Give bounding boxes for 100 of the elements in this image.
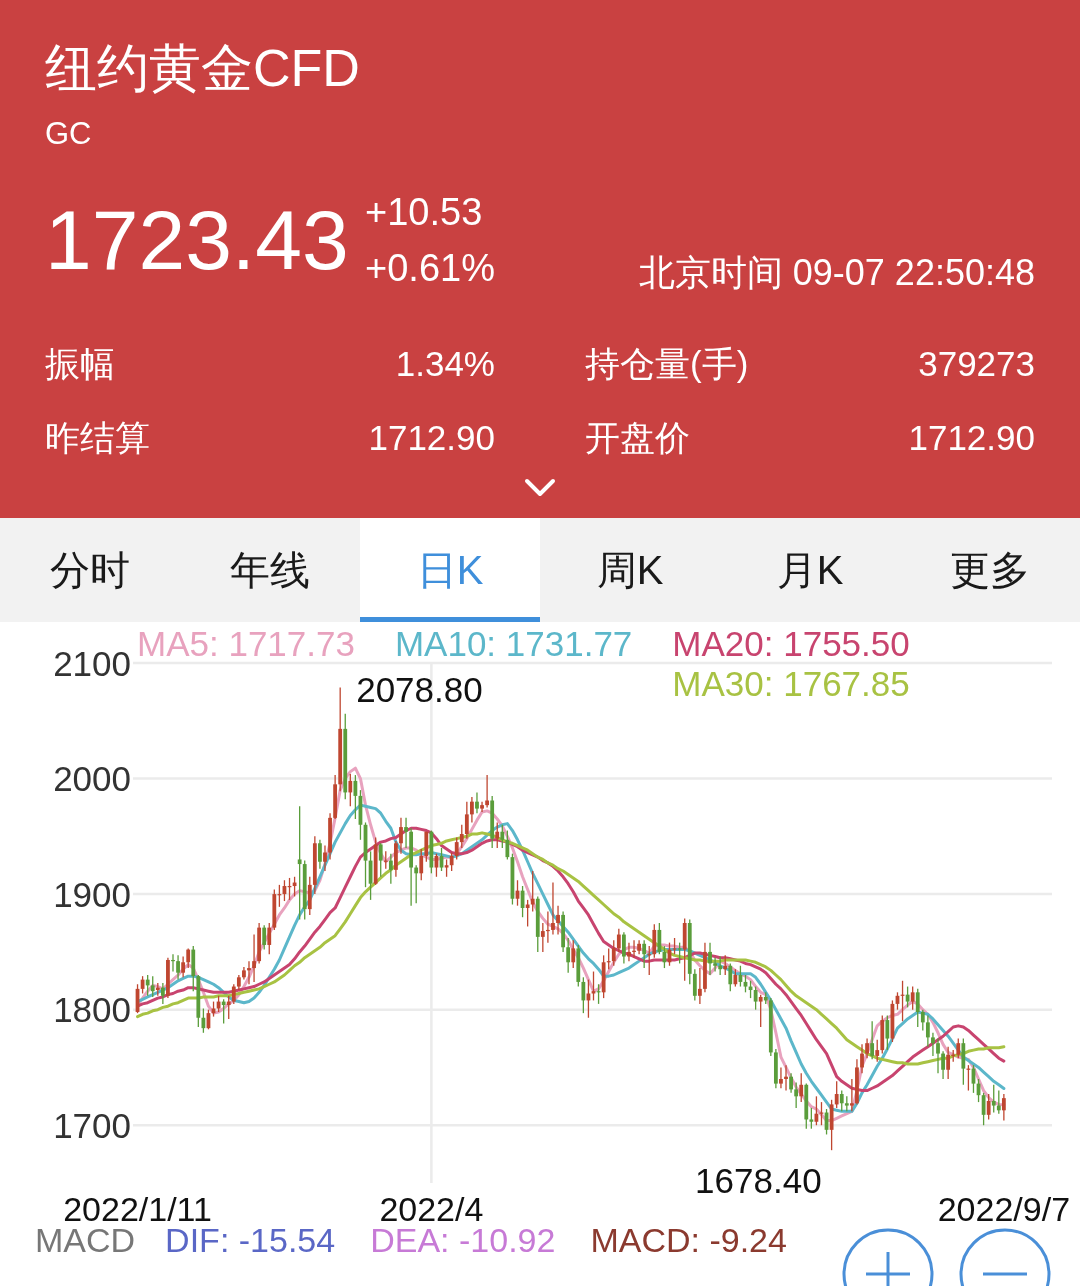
candlestick — [936, 1037, 940, 1074]
text: 北京时间 09-07 22:50:48 — [638, 251, 1035, 293]
candlestick — [378, 842, 383, 878]
candlestick — [708, 941, 712, 976]
candlestick — [404, 817, 408, 849]
tab: 分时 — [0, 518, 180, 622]
tab: 周K — [540, 518, 720, 622]
candlestick — [348, 773, 353, 807]
candlestick — [910, 985, 915, 1011]
text: 379273 — [918, 343, 1035, 383]
text: 1712.90 — [368, 417, 495, 457]
candlestick — [779, 1066, 783, 1089]
candlestick — [946, 1045, 951, 1080]
candlestick — [758, 993, 763, 1028]
candlestick — [160, 982, 165, 1005]
candlestick — [150, 975, 155, 998]
candlestick — [753, 985, 758, 1011]
candlestick — [525, 899, 530, 928]
candlestick — [399, 817, 403, 855]
candlestick — [697, 967, 702, 1005]
candlestick — [318, 839, 322, 870]
tab: 更多 — [900, 518, 1080, 622]
candlestick — [875, 1039, 880, 1063]
candlestick — [500, 824, 505, 849]
text: 开盘价 — [585, 417, 690, 457]
candlestick — [728, 962, 733, 992]
candlestick — [713, 957, 717, 973]
candlestick — [799, 1072, 804, 1103]
candlestick — [622, 931, 626, 965]
candlestick — [459, 824, 464, 849]
candlestick — [809, 1107, 814, 1130]
candlestick — [611, 939, 616, 967]
candlestick — [414, 864, 419, 905]
candlestick — [723, 954, 728, 976]
text: 振幅 — [45, 343, 115, 383]
candlestick — [915, 988, 920, 1028]
candlestick — [920, 1009, 925, 1032]
candlestick — [849, 1078, 854, 1113]
tab: 年线 — [180, 518, 360, 622]
candlestick — [839, 1089, 844, 1113]
text: MACD: -9.24 — [590, 1221, 787, 1259]
x-tick-label: 2022/9/7 — [937, 1190, 1071, 1228]
text: +0.61% — [365, 247, 495, 289]
candlestick — [692, 968, 697, 1002]
candlestick — [323, 844, 327, 872]
candlestick — [470, 796, 474, 824]
candlestick — [464, 801, 469, 840]
candlestick — [252, 933, 256, 983]
candlestick — [221, 998, 226, 1025]
candlestick — [540, 922, 545, 953]
candlestick — [991, 1084, 996, 1114]
candlestick — [789, 1072, 793, 1094]
candlestick — [616, 928, 621, 953]
y-tick-label: 2100 — [53, 643, 131, 683]
candlestick — [181, 955, 186, 978]
y-tick-label: 1700 — [53, 1105, 131, 1145]
text: MA10: 1731.77 — [394, 623, 633, 663]
candlestick — [530, 870, 535, 913]
candlestick — [551, 881, 555, 936]
candlestick — [931, 1032, 935, 1057]
candlestick — [475, 791, 479, 814]
candlestick — [145, 974, 150, 997]
y-tick-label: 2000 — [53, 759, 131, 799]
candlestick — [454, 836, 459, 861]
annotation: 2078.80 — [356, 670, 483, 709]
tab: 月K — [720, 518, 900, 622]
text: 昨结算 — [45, 417, 150, 457]
candlestick — [986, 1093, 991, 1121]
candlestick — [267, 922, 272, 955]
candlestick — [718, 955, 723, 976]
text: MA30: 1767.85 — [672, 663, 910, 703]
candlestick — [657, 922, 662, 955]
text: 1712.90 — [908, 417, 1035, 457]
candlestick — [505, 829, 510, 861]
candlestick — [1001, 1093, 1006, 1122]
candlestick — [925, 1014, 930, 1048]
candlestick — [941, 1050, 945, 1080]
annotation: 1678.40 — [695, 1160, 822, 1200]
candlestick — [226, 995, 231, 1020]
candlestick — [201, 1007, 206, 1034]
candlestick — [627, 941, 631, 962]
candlestick — [885, 1014, 890, 1051]
candlestick — [905, 985, 910, 1009]
text: MA5: 1717.73 — [137, 623, 355, 663]
candlestick — [870, 1020, 875, 1061]
candlestick — [794, 1081, 799, 1109]
candlestick — [231, 983, 236, 1005]
text: +10.53 — [365, 191, 483, 233]
y-tick-label: 1800 — [53, 990, 131, 1030]
text: MA20: 1755.50 — [672, 623, 910, 663]
candlestick — [495, 821, 500, 849]
candlestick — [860, 1043, 864, 1074]
candlestick — [556, 905, 560, 936]
candlestick — [642, 939, 647, 969]
candlestick — [186, 947, 191, 969]
text: 持仓量(手) — [585, 343, 749, 383]
candlestick — [566, 937, 571, 974]
candlestick — [865, 1037, 869, 1059]
text: GC — [45, 115, 92, 151]
candlestick — [297, 805, 302, 921]
